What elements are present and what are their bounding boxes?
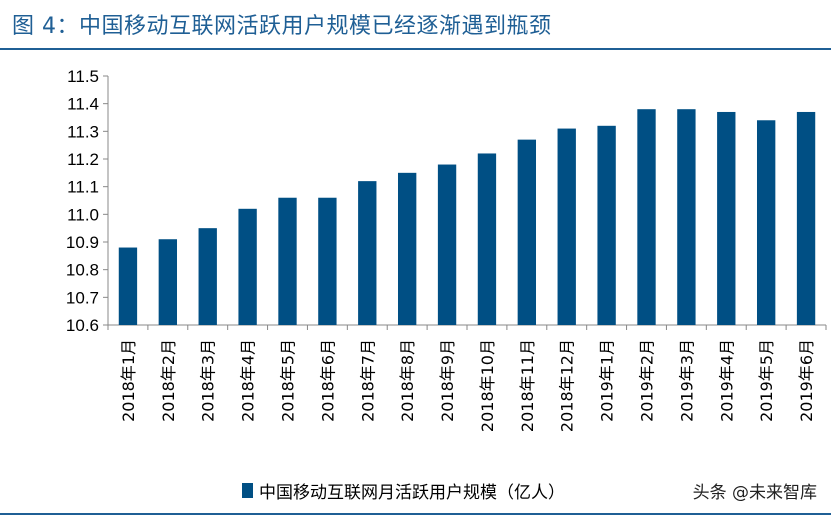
x-tick-label: 2018年2月 (159, 339, 178, 422)
bar (437, 164, 457, 325)
x-tick-label: 2019年4月 (717, 339, 736, 422)
figure-title: 图 4：中国移动互联网活跃用户规模已经逐渐遇到瓶颈 (12, 14, 552, 39)
y-tick-label: 10.6 (66, 316, 99, 335)
bar (238, 208, 257, 325)
bar (278, 197, 297, 325)
bar (677, 109, 696, 325)
bar (158, 239, 178, 325)
bar (756, 120, 776, 326)
x-tick-label: 2018年9月 (438, 339, 457, 422)
x-tick-label: 2018年7月 (358, 339, 377, 422)
y-tick-label: 10.8 (66, 261, 99, 280)
y-tick-label: 11.0 (67, 205, 99, 224)
bar (198, 228, 217, 325)
y-tick-label: 11.4 (67, 95, 99, 114)
x-tick-label: 2018年3月 (199, 339, 218, 422)
bar-series (118, 109, 816, 326)
x-tick-label: 2019年6月 (797, 339, 816, 422)
legend: 中国移动互联网月活跃用户规模（亿人） (242, 479, 565, 503)
x-tick-label: 2018年8月 (398, 339, 417, 422)
y-tick-label: 11.5 (67, 67, 99, 86)
title-rule (0, 48, 831, 50)
y-tick-label: 11.2 (67, 150, 99, 169)
bar (557, 128, 576, 325)
x-tick-label: 2018年10月 (478, 339, 497, 432)
bar (118, 247, 138, 325)
bar (637, 109, 656, 325)
x-tick-label: 2018年11月 (518, 339, 537, 432)
legend-label: 中国移动互联网月活跃用户规模（亿人） (259, 482, 565, 503)
y-tick-label: 10.9 (66, 233, 99, 252)
x-tick-label: 2018年12月 (558, 339, 577, 432)
y-axis: 10.6 10.7 10.8 10.9 11.0 11.1 11.2 11.3 11.4 11.5 (66, 67, 109, 335)
bar (717, 111, 736, 325)
bar (397, 172, 417, 325)
x-tick-label: 2019年5月 (757, 339, 776, 422)
x-tick-label: 2018年6月 (318, 339, 337, 422)
x-tick-label: 2018年1月 (119, 339, 138, 422)
x-tick-label: 2019年2月 (638, 339, 657, 422)
y-tick-label: 11.1 (67, 178, 99, 197)
x-tick-label: 2018年5月 (279, 339, 298, 422)
bar (318, 197, 337, 325)
x-axis: 2018年1月 2018年2月 2018年3月 2018年4月 2018年5月 2018年… (107, 324, 827, 432)
bar (796, 111, 816, 325)
x-tick-label: 2018年4月 (239, 339, 258, 422)
bar (597, 125, 616, 325)
legend-swatch (242, 482, 253, 498)
bar (477, 153, 497, 325)
x-tick-label: 2019年1月 (598, 339, 617, 422)
bottom-rule (0, 513, 831, 515)
y-tick-label: 10.7 (66, 288, 99, 307)
x-tick-label: 2019年3月 (677, 339, 696, 422)
y-tick-label: 11.3 (67, 122, 99, 141)
bar (517, 139, 537, 325)
bar (358, 181, 377, 325)
watermark: 头条 @未来智库 (692, 483, 817, 503)
